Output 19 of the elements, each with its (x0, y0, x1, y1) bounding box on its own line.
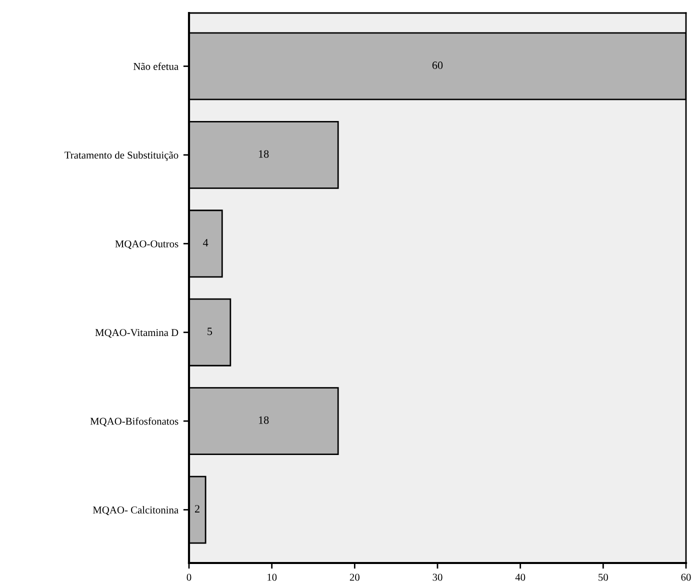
y-tick-label: Tratamento de Substituição (64, 151, 178, 161)
data-label: 2 (194, 505, 200, 512)
y-tick-label: MQAO-Vitamina D (95, 329, 178, 338)
y-tick-label: MQAO-Bifosfonatos (90, 417, 178, 426)
x-tick-label: 30 (432, 574, 442, 581)
y-tick-label: MQAO-Outros (115, 240, 178, 249)
x-tick-label: 40 (515, 574, 526, 581)
x-tick-label: 10 (268, 574, 277, 581)
data-label: 18 (258, 416, 269, 424)
data-label: 18 (258, 150, 269, 158)
y-tick-label: MQAO- Calcitonina (92, 506, 178, 516)
data-label: 4 (203, 239, 208, 246)
x-tick-label: 0 (186, 574, 192, 581)
x-tick-label: 20 (350, 574, 360, 581)
data-label: 5 (208, 328, 212, 336)
x-tick-label: 50 (598, 574, 608, 581)
data-label: 60 (432, 62, 443, 70)
x-tick-label: 60 (681, 574, 691, 581)
y-tick-label: Não efetua (133, 62, 178, 70)
